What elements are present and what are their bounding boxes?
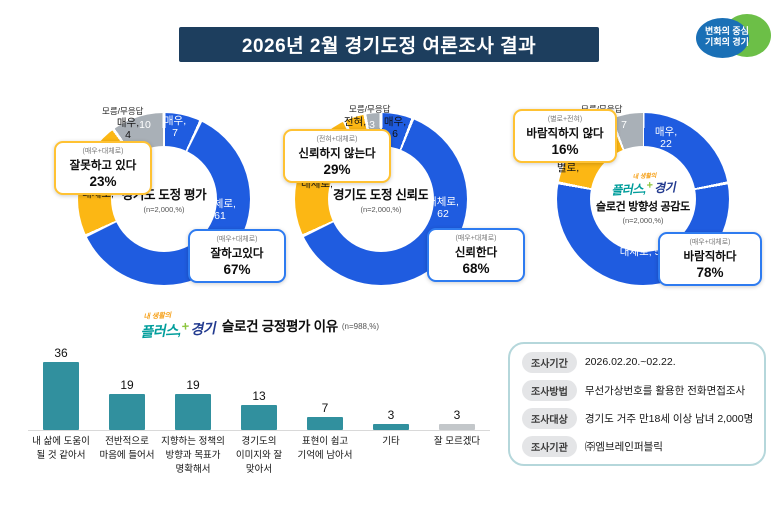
bar-value: 3 [387, 408, 395, 423]
slice-label: 매우, 22 [654, 126, 678, 150]
chart-title: 경기도 도정 신뢰도 [333, 188, 429, 202]
gyeonggi-brand-logo: 변화의 중심 기회의 경기 [696, 13, 772, 63]
bar-column: 3 [358, 336, 424, 430]
bar-column: 13 [226, 336, 292, 430]
chart-sample-size: (n=2,000,%) [360, 205, 402, 214]
slice-label: 모름/무응답 [102, 106, 144, 116]
chart-sample-size: (n=2,000,%) [622, 215, 664, 225]
bar [373, 424, 409, 430]
chart-sample-size: (n=988,%) [341, 322, 380, 331]
info-label-badge: 조사기간 [522, 351, 577, 373]
donut-chart-slogan-direction: 내 생활의 플러스, + 경기 슬로건 방향성 공감도 (n=2,000,%) … [505, 85, 775, 305]
info-label-badge: 조사대상 [522, 407, 577, 429]
survey-info-box: 조사기간 2026.02.20.~02.22. 조사방법 무선가상번호를 활용한… [508, 342, 766, 466]
info-row: 조사기관 ㈜엠브레인퍼블릭 [522, 435, 752, 457]
info-label-badge: 조사기관 [522, 435, 577, 457]
plus-sparkle-icon: + [181, 318, 190, 334]
bar-value: 3 [453, 408, 461, 423]
slice-label: 대체로, 61 [204, 198, 236, 222]
info-row: 조사방법 무선가상번호를 활용한 전화면접조사 [522, 379, 752, 401]
plus-gyeonggi-slogan-logo: 내 생활의 플러스, + 경기 [139, 312, 216, 340]
bar-column: 36 [28, 336, 94, 430]
bar-category: 잘 모르겠다 [433, 436, 481, 447]
bar-category: 기타 [382, 436, 400, 447]
bar-column: 19 [94, 336, 160, 430]
negative-callout: (전혀+대체로) 신뢰하지 않는다 29% [283, 129, 391, 183]
logo-blue-circle-icon [696, 18, 749, 58]
negative-callout: (별로+전혀) 바람직하지 않다 16% [513, 109, 617, 163]
bar-category: 전반적으로 마음에 들어서 [99, 436, 155, 461]
info-value: 경기도 거주 만18세 이상 남녀 2,000명 [584, 412, 754, 425]
info-value: 무선가상번호를 활용한 전화면접조사 [584, 384, 746, 397]
bar-value: 7 [321, 400, 329, 415]
bar [307, 416, 343, 430]
slice-label: 매우, 6 [383, 116, 407, 140]
bar-column: 19 [160, 336, 226, 430]
bar [439, 424, 475, 430]
info-value: ㈜엠브레인퍼블릭 [584, 440, 663, 453]
brand-logo-text: 변화의 중심 기회의 경기 [705, 26, 749, 48]
bar-value: 19 [186, 377, 200, 392]
bar [175, 393, 211, 430]
bar-category: 지향하는 정책의 방향과 목표가 명확해서 [161, 436, 225, 475]
info-label-badge: 조사방법 [522, 379, 577, 401]
positive-callout: (매우+대체로) 잘하고있다 67% [188, 229, 286, 283]
bar-value: 36 [54, 345, 68, 360]
bar-value: 13 [252, 389, 266, 404]
bar-category: 표현이 쉽고 기억에 남아서 [297, 436, 353, 461]
slice-label: 대체로, 62 [427, 196, 459, 220]
bar-category-labels: 내 삶에 도움이 될 것 같아서 전반적으로 마음에 들어서 지향하는 정책의 … [28, 435, 490, 476]
bar [109, 393, 145, 430]
bar-chart-title-row: 내 생활의 플러스, + 경기 슬로건 긍정평가 이유 (n=988,%) [139, 312, 380, 340]
slice-label: 매우, 7 [163, 115, 187, 139]
slice-label: 모름/무응답 [349, 104, 391, 114]
slice-label: 3 [369, 119, 375, 131]
page-title: 2026년 2월 경기도정 여론조사 결과 [241, 36, 537, 57]
bar-column: 7 [292, 336, 358, 430]
bar-value: 19 [120, 377, 134, 392]
bar-plot-area: 36 19 19 13 7 3 [28, 336, 490, 431]
slice-label: 7 [621, 119, 627, 131]
info-row: 조사대상 경기도 거주 만18세 이상 남녀 2,000명 [522, 407, 754, 429]
bar-chart-slogan-positive-reasons: 내 생활의 플러스, + 경기 슬로건 긍정평가 이유 (n=988,%) 36… [28, 312, 490, 494]
chart-title: 슬로건 긍정평가 이유 [221, 318, 338, 334]
donut-chart-governance-evaluation: 경기도 도정 평가 (n=2,000,%) 모름/무응답 10 매우, 7 대체… [28, 85, 286, 305]
bar-category: 내 삶에 도움이 될 것 같아서 [32, 436, 90, 461]
positive-callout: (매우+대체로) 바람직하다 78% [658, 232, 762, 286]
bar [43, 361, 79, 430]
title-banner: 2026년 2월 경기도정 여론조사 결과 [179, 27, 599, 62]
bar-category: 경기도의 이미지와 잘 맞아서 [235, 436, 283, 475]
chart-sample-size: (n=2,000,%) [143, 205, 185, 214]
plus-sparkle-icon: + [646, 178, 654, 192]
plus-gyeonggi-slogan-logo: 내 생활의 플러스, + 경기 [610, 172, 676, 198]
slice-label: 10 [139, 119, 151, 131]
bar [241, 405, 277, 430]
negative-callout: (매우+대체로) 잘못하고 있다 23% [54, 141, 152, 195]
bar-column: 3 [424, 336, 490, 430]
info-row: 조사기간 2026.02.20.~02.22. [522, 351, 752, 373]
slice-label: 매우, 4 [116, 117, 140, 141]
positive-callout: (매우+대체로) 신뢰한다 68% [427, 228, 525, 282]
info-value: 2026.02.20.~02.22. [584, 356, 676, 368]
donut-chart-governance-trust: 경기도 도정 신뢰도 (n=2,000,%) 모름/무응답 전혀, 4 3 매우… [245, 85, 525, 305]
chart-title: 슬로건 방향성 공감도 [596, 200, 690, 213]
